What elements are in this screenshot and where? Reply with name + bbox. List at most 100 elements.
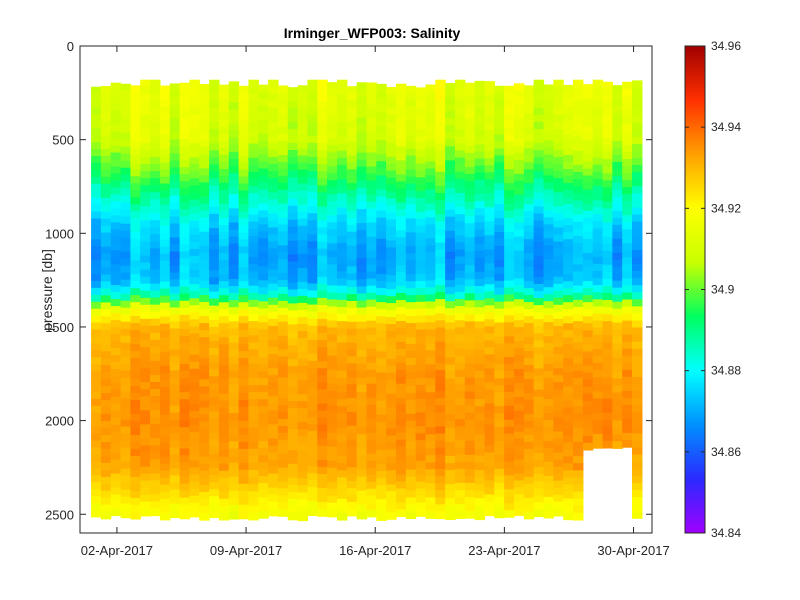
heatmap-cell <box>533 276 545 285</box>
heatmap-cell <box>277 154 289 163</box>
heatmap-cell <box>395 307 407 315</box>
heatmap-cell <box>179 293 191 302</box>
heatmap-cell <box>592 341 604 350</box>
heatmap-cell <box>287 156 299 165</box>
heatmap-cell <box>474 512 486 521</box>
heatmap-cell <box>199 133 210 141</box>
heatmap-cell <box>336 434 348 443</box>
heatmap-cell <box>346 335 358 344</box>
heatmap-cell <box>582 210 594 219</box>
heatmap-cell <box>228 194 240 202</box>
heatmap-cell <box>159 281 171 290</box>
heatmap-cell <box>543 378 554 386</box>
heatmap-cell <box>474 462 486 471</box>
heatmap-cell <box>425 336 436 344</box>
heatmap-cell <box>582 252 594 261</box>
heatmap-cell <box>327 397 338 406</box>
heatmap-cell <box>622 264 633 273</box>
heatmap-cell <box>297 457 309 465</box>
heatmap-cell <box>199 154 210 162</box>
heatmap-cell <box>336 93 348 102</box>
heatmap-cell <box>327 453 338 462</box>
heatmap-cell <box>484 263 495 271</box>
heatmap-cell <box>169 468 181 477</box>
heatmap-cell <box>533 114 545 123</box>
heatmap-cell <box>248 264 259 272</box>
heatmap-cell <box>543 273 554 281</box>
heatmap-cell <box>632 497 643 505</box>
heatmap-cell <box>523 162 535 170</box>
heatmap-cell <box>189 474 200 483</box>
heatmap-cell <box>612 336 623 345</box>
heatmap-cell <box>513 118 525 126</box>
heatmap-cell <box>238 218 250 227</box>
heatmap-cell <box>258 476 269 484</box>
heatmap-cell <box>366 250 377 259</box>
heatmap-cell <box>435 214 446 222</box>
heatmap-cell <box>484 305 495 313</box>
heatmap-cell <box>179 237 191 246</box>
heatmap-cell <box>464 174 476 182</box>
heatmap-cell <box>346 474 358 482</box>
heatmap-cell <box>307 114 318 123</box>
heatmap-cell <box>445 209 456 218</box>
heatmap-cell <box>464 110 476 119</box>
heatmap-cell <box>504 482 515 490</box>
heatmap-cell <box>484 123 495 131</box>
heatmap-cell <box>238 232 250 241</box>
heatmap-cell <box>405 295 417 303</box>
heatmap-cell <box>523 497 535 506</box>
heatmap-cell <box>632 271 643 279</box>
heatmap-cell <box>563 491 574 500</box>
heatmap-cell <box>356 117 368 126</box>
heatmap-cell <box>386 177 397 186</box>
heatmap-cell <box>563 484 574 493</box>
heatmap-cell <box>336 321 348 329</box>
heatmap-cell <box>395 362 407 371</box>
heatmap-cell <box>366 432 377 441</box>
heatmap-cell <box>553 508 564 517</box>
heatmap-cell <box>386 268 397 276</box>
heatmap-cell <box>622 137 633 146</box>
heatmap-cell <box>513 396 525 405</box>
heatmap-cell <box>268 473 279 482</box>
heatmap-cell <box>199 513 210 521</box>
heatmap-cell <box>445 343 456 352</box>
heatmap-cell <box>277 425 289 434</box>
heatmap-cell <box>346 404 358 413</box>
heatmap-cell <box>435 242 446 251</box>
heatmap-cell <box>346 488 358 496</box>
heatmap-cell <box>277 293 289 302</box>
heatmap-cell <box>218 337 230 345</box>
heatmap-cell <box>592 299 604 307</box>
heatmap-cell <box>395 425 407 434</box>
heatmap-cell <box>356 490 368 499</box>
heatmap-cell <box>533 178 545 186</box>
heatmap-cell <box>395 97 407 106</box>
heatmap-cell <box>474 215 486 223</box>
heatmap-cell <box>632 299 643 307</box>
heatmap-cell <box>415 467 427 476</box>
heatmap-cell <box>268 339 279 348</box>
heatmap-cell <box>405 176 417 185</box>
heatmap-cell <box>238 462 250 471</box>
heatmap-cell <box>336 136 348 145</box>
heatmap-cell <box>100 148 112 157</box>
heatmap-cell <box>209 122 220 130</box>
heatmap-cell <box>474 257 486 266</box>
heatmap-cell <box>405 406 417 415</box>
heatmap-cell <box>622 390 633 399</box>
heatmap-cell <box>100 246 112 255</box>
heatmap-cell <box>553 431 564 440</box>
heatmap-cell <box>91 336 102 344</box>
heatmap-cell <box>592 398 604 407</box>
heatmap-cell <box>346 100 358 108</box>
heatmap-cell <box>91 343 102 351</box>
heatmap-cell <box>307 459 318 467</box>
heatmap-cell <box>405 399 417 408</box>
heatmap-cell <box>494 148 505 157</box>
heatmap-cell <box>632 327 643 336</box>
heatmap-cell <box>494 447 505 456</box>
heatmap-cell <box>464 461 476 470</box>
heatmap-cell <box>140 276 151 285</box>
